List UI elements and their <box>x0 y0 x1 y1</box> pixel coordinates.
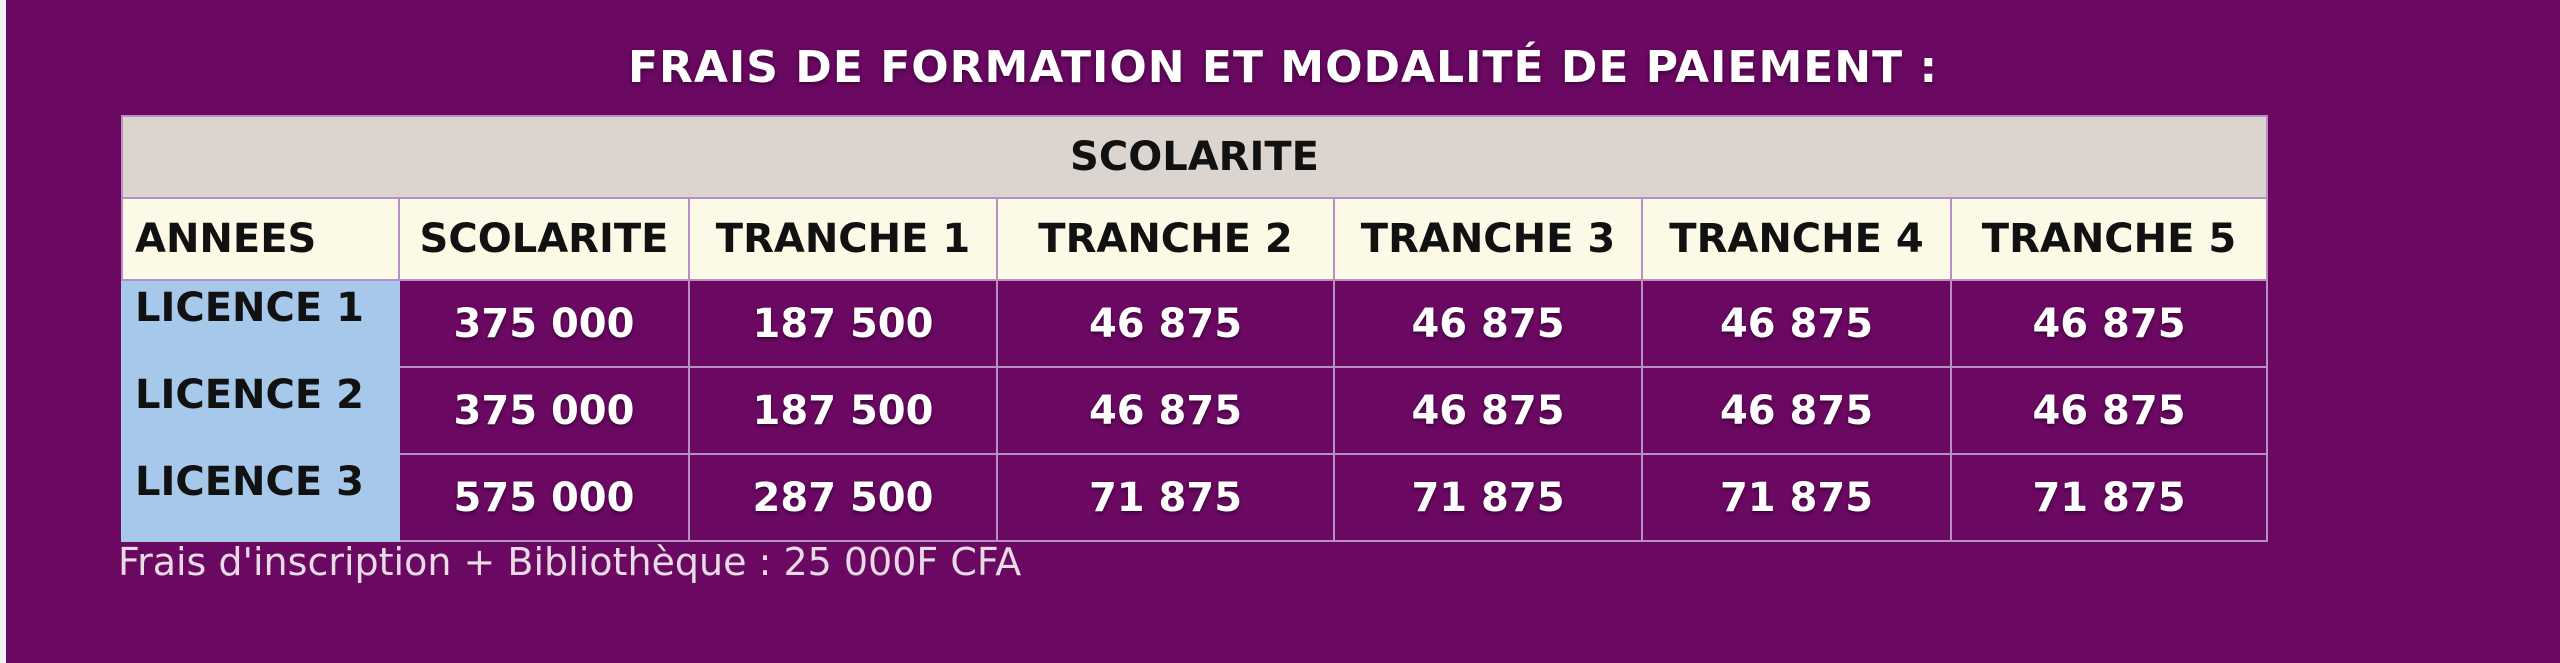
year-cell: LICENCE 3 <box>121 453 400 542</box>
value-cell: 71 875 <box>1641 453 1952 542</box>
column-header-tranche-2: TRANCHE 2 <box>996 197 1335 281</box>
value-cell: 46 875 <box>1333 279 1643 368</box>
value-cell: 46 875 <box>1950 366 2268 455</box>
value-cell: 46 875 <box>1641 279 1952 368</box>
group-header-row: SCOLARITE <box>121 115 2268 199</box>
year-cell: LICENCE 2 <box>121 366 400 455</box>
column-header-row: ANNEES SCOLARITE TRANCHE 1 TRANCHE 2 TRA… <box>121 197 2268 281</box>
value-cell: 575 000 <box>398 453 690 542</box>
column-header-annees: ANNEES <box>121 197 400 281</box>
fees-panel: FRAIS DE FORMATION ET MODALITÉ DE PAIEME… <box>6 0 2560 663</box>
value-cell: 46 875 <box>996 366 1335 455</box>
fees-table: SCOLARITE ANNEES SCOLARITE TRANCHE 1 TRA… <box>121 115 2268 542</box>
value-cell: 46 875 <box>1641 366 1952 455</box>
value-cell: 71 875 <box>1950 453 2268 542</box>
page-title: FRAIS DE FORMATION ET MODALITÉ DE PAIEME… <box>627 42 1939 93</box>
group-header: SCOLARITE <box>121 115 2268 199</box>
value-cell: 46 875 <box>996 279 1335 368</box>
column-header-tranche-3: TRANCHE 3 <box>1333 197 1643 281</box>
column-header-tranche-4: TRANCHE 4 <box>1641 197 1952 281</box>
column-header-tranche-1: TRANCHE 1 <box>688 197 998 281</box>
table-row-licence-1: LICENCE 1 375 000 187 500 46 875 46 875 … <box>121 279 2268 368</box>
column-header-tranche-5: TRANCHE 5 <box>1950 197 2268 281</box>
value-cell: 71 875 <box>996 453 1335 542</box>
year-cell: LICENCE 1 <box>121 279 400 368</box>
value-cell: 187 500 <box>688 279 998 368</box>
table-row-licence-3: LICENCE 3 575 000 287 500 71 875 71 875 … <box>121 453 2268 542</box>
column-header-scolarite: SCOLARITE <box>398 197 690 281</box>
value-cell: 287 500 <box>688 453 998 542</box>
value-cell: 375 000 <box>398 279 690 368</box>
value-cell: 187 500 <box>688 366 998 455</box>
value-cell: 375 000 <box>398 366 690 455</box>
table-row-licence-2: LICENCE 2 375 000 187 500 46 875 46 875 … <box>121 366 2268 455</box>
value-cell: 46 875 <box>1950 279 2268 368</box>
fees-note: Frais d'inscription + Bibliothèque : 25 … <box>118 540 1022 584</box>
value-cell: 46 875 <box>1333 366 1643 455</box>
value-cell: 71 875 <box>1333 453 1643 542</box>
